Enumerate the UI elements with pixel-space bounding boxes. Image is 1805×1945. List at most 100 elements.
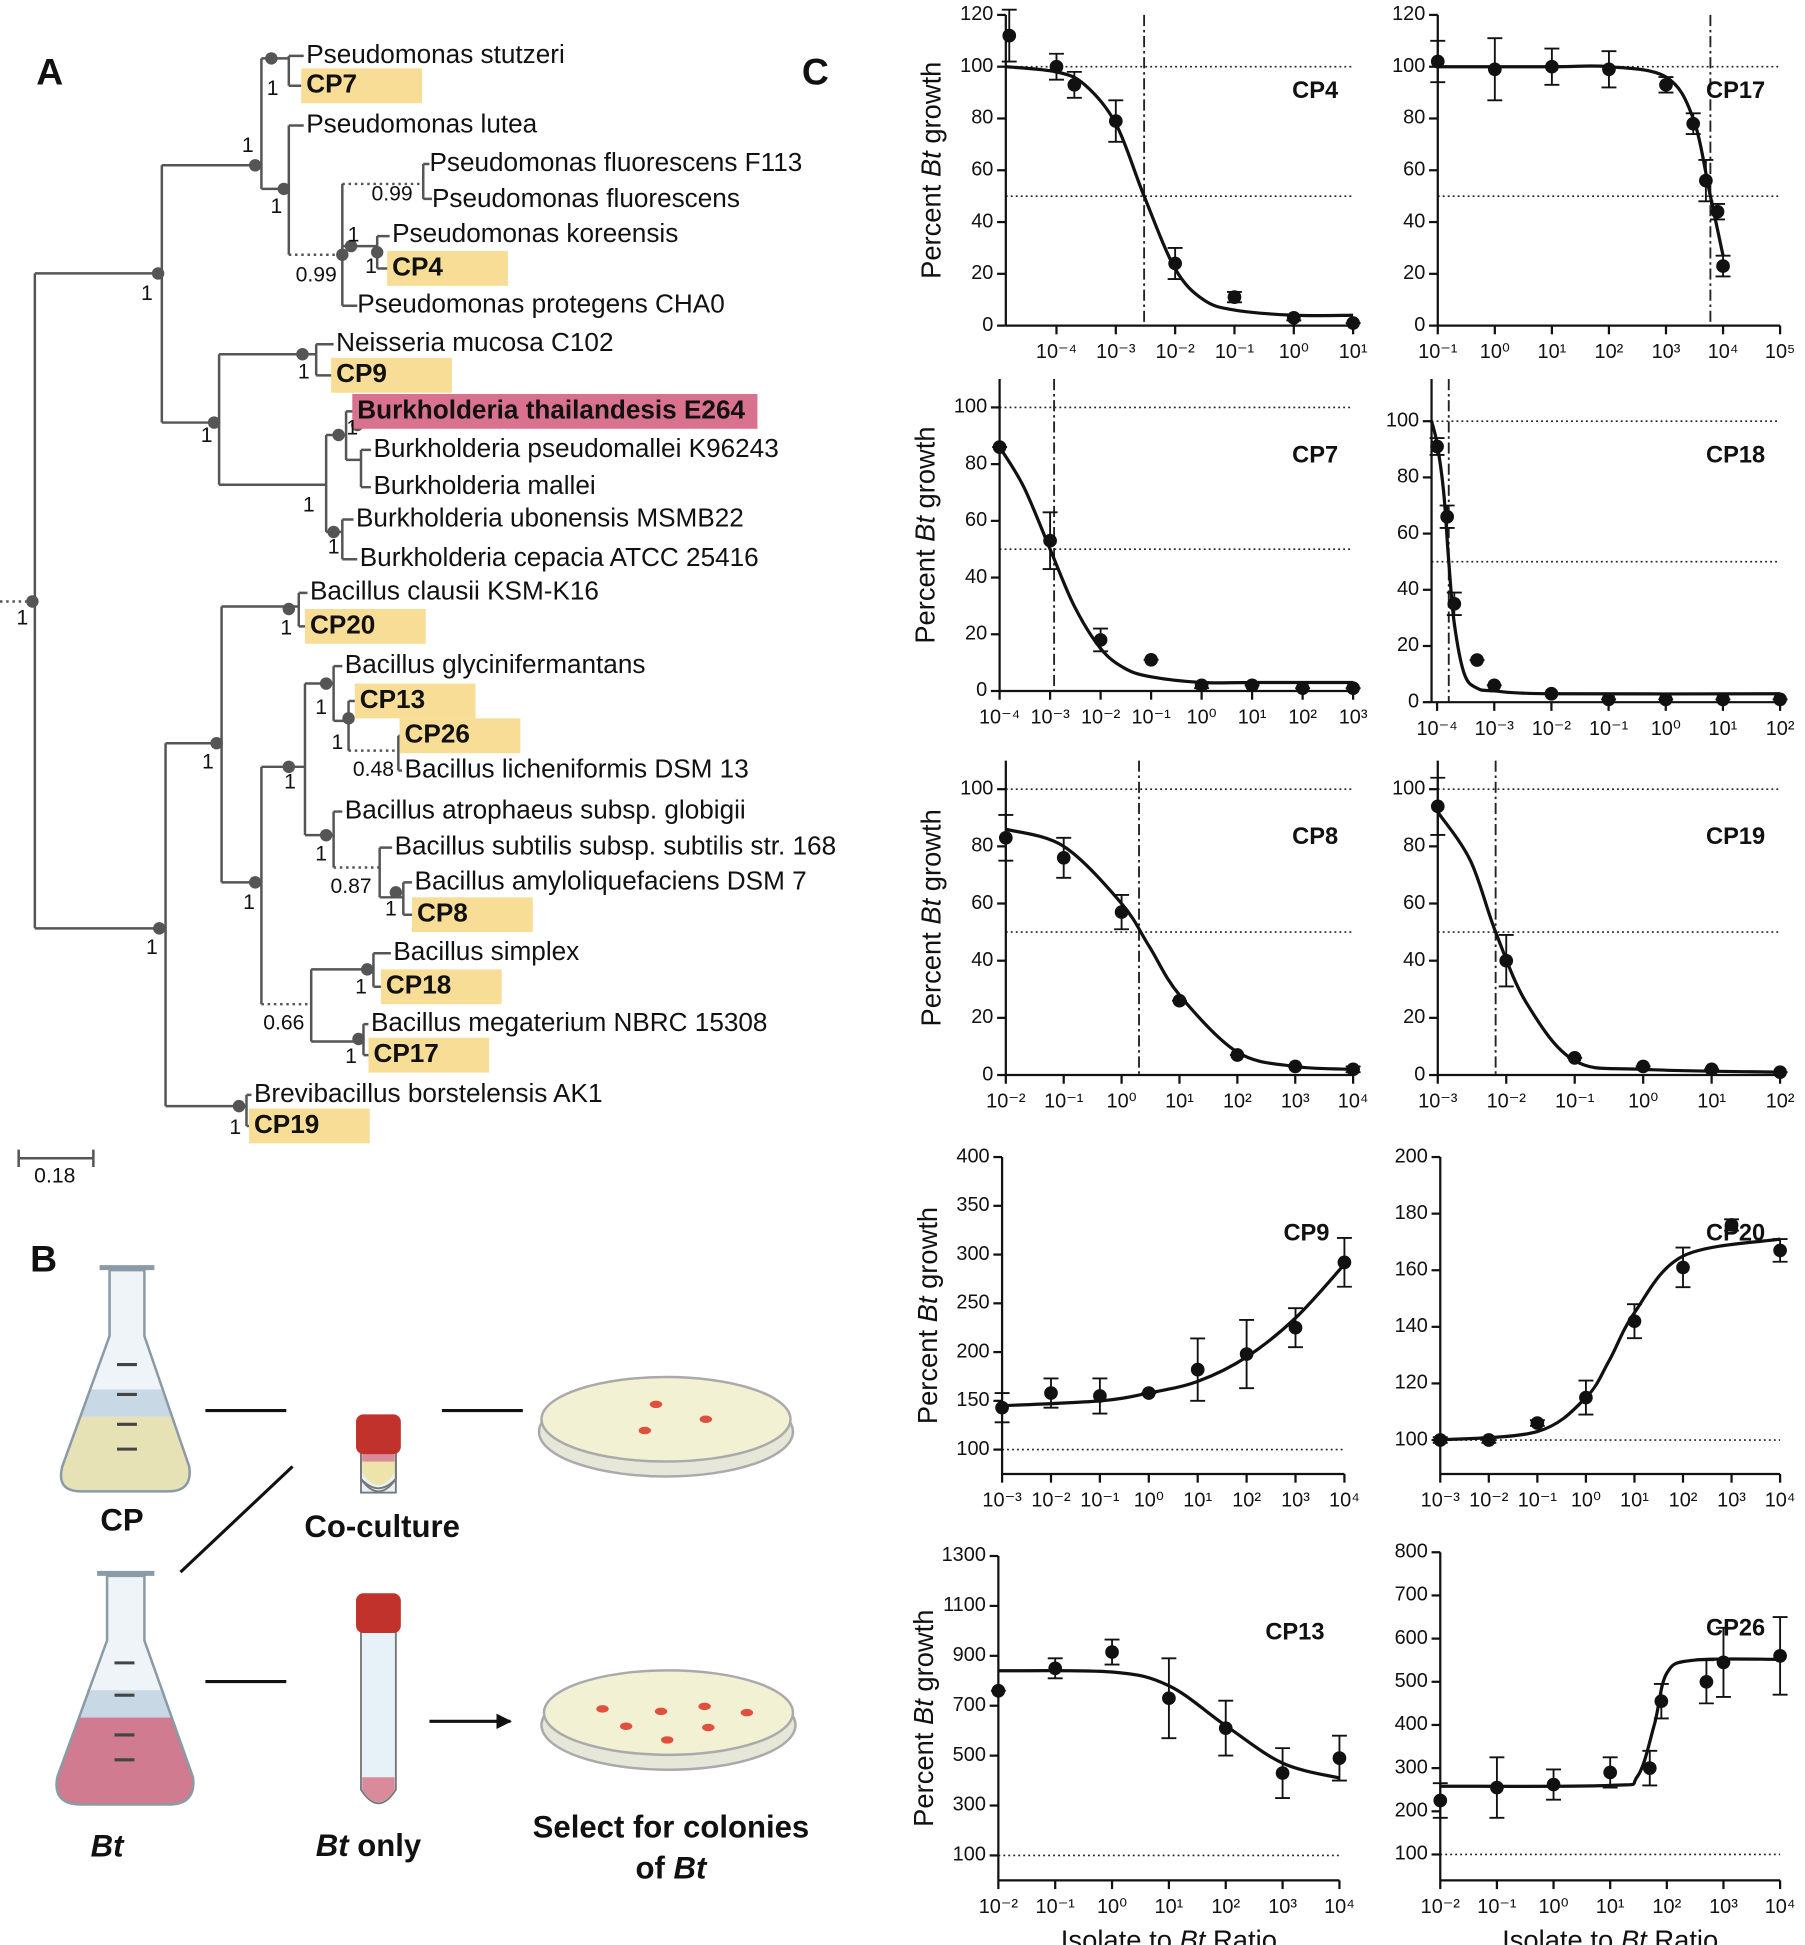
leaf-label: Burkholderia mallei <box>373 470 595 500</box>
axis-label-part: Percent <box>916 177 947 279</box>
y-tick-label: 40 <box>1403 210 1425 232</box>
y-tick-label: 100 <box>1395 1843 1428 1865</box>
x-tick-label: 10⁻³ <box>1421 1490 1461 1512</box>
y-tick-label: 20 <box>1403 1006 1425 1028</box>
highlight-box <box>399 718 521 754</box>
x-tick-label: 10⁻² <box>1487 1091 1527 1113</box>
label-part: Bt <box>316 1828 350 1863</box>
leaf-label: CP4 <box>392 251 443 281</box>
y-tick-label: 900 <box>953 1644 986 1666</box>
data-point <box>1218 1721 1233 1736</box>
data-point <box>1433 1793 1448 1808</box>
y-tick-label: 40 <box>1397 578 1419 600</box>
support-value: 1 <box>331 731 343 754</box>
chart-title: CP19 <box>1706 824 1765 850</box>
y-tick-label: 250 <box>956 1292 989 1314</box>
data-point <box>998 830 1013 845</box>
data-point <box>1773 692 1787 707</box>
support-value: 1 <box>328 536 340 559</box>
y-tick-label: 100 <box>960 55 993 77</box>
chart: 100 300 500 700 900 1100 1300 10⁻² 10⁻¹ 10⁰ 10¹ 10²… <box>908 1544 1354 1945</box>
data-point <box>1716 259 1730 273</box>
leaf-label: Pseudomonas fluorescens F113 <box>429 147 802 177</box>
x-tick-label: 10⁴ <box>1338 1091 1369 1113</box>
x-tick-label: 10² <box>1232 1490 1261 1512</box>
x-tick-label: 10³ <box>1281 1091 1310 1113</box>
data-point <box>1601 692 1616 707</box>
y-tick-label: 100 <box>1395 1428 1428 1450</box>
fit-curve <box>998 446 1354 685</box>
axis-label-part: Isolate to <box>1061 1925 1180 1945</box>
x-tick-label: 10³ <box>1652 341 1681 363</box>
leaf-label: Bacillus megaterium NBRC 15308 <box>371 1007 767 1037</box>
leaf-label: Burkholderia thailandesis E264 <box>357 394 745 424</box>
panel-label: C <box>802 50 829 92</box>
highlight-box <box>301 68 422 104</box>
support-value: 0.87 <box>330 875 371 898</box>
y-tick-label: 40 <box>1403 949 1425 971</box>
data-point <box>1295 681 1310 696</box>
data-point <box>1530 1416 1545 1430</box>
y-tick-label: 100 <box>960 777 993 799</box>
y-tick-label: 0 <box>1414 1063 1425 1085</box>
x-tick-label: 10³ <box>1717 1490 1746 1512</box>
y-tick-label: 400 <box>956 1145 989 1167</box>
y-tick-label: 500 <box>1395 1670 1428 1692</box>
x-tick-label: 10⁰ <box>1628 1091 1658 1113</box>
x-tick-label: 10¹ <box>1537 341 1566 363</box>
fit-curve <box>1436 811 1781 1074</box>
y-tick-label: 20 <box>971 262 993 284</box>
data-point <box>1716 1655 1731 1670</box>
data-point <box>1067 77 1082 92</box>
leaf-label: CP13 <box>360 684 425 714</box>
data-point <box>1194 678 1209 693</box>
y-tick-label: 20 <box>1397 634 1419 656</box>
support-value: 1 <box>284 771 296 794</box>
y-tick-label: 120 <box>960 3 993 25</box>
x-tick-label: 10⁻² <box>1421 1896 1461 1918</box>
leaf-label: CP17 <box>373 1038 438 1068</box>
x-tick-label: 10⁻¹ <box>1555 1091 1595 1113</box>
y-tick-label: 60 <box>971 892 993 914</box>
axis-label-part: growth <box>910 426 941 516</box>
chart-title: CP8 <box>1292 824 1338 850</box>
x-tick-label: 10⁻¹ <box>1418 341 1458 363</box>
support-value: 1 <box>303 493 315 516</box>
x-tick-label: 10⁻³ <box>1096 341 1136 363</box>
x-tick-label: 10⁰ <box>1097 1896 1127 1918</box>
x-tick-label: 10⁻³ <box>1418 1091 1458 1113</box>
x-tick-label: 10¹ <box>1620 1490 1649 1512</box>
chart: 0 20 40 60 80 100 10⁻⁴ 10⁻³ 10⁻² 10⁻¹ 10⁰ 10¹ 10² 10³… <box>910 379 1368 729</box>
axis-label: Isolate to Bt Ratio <box>1061 1925 1277 1945</box>
x-tick-label: 10³ <box>1709 1896 1738 1918</box>
x-tick-label: 10⁻³ <box>1475 718 1515 740</box>
highlight-box <box>304 608 426 644</box>
y-tick-label: 60 <box>971 159 993 181</box>
data-point <box>1487 62 1502 77</box>
data-point <box>1048 1661 1063 1676</box>
data-point <box>1288 1059 1303 1074</box>
data-point <box>1627 1314 1642 1329</box>
support-value: 1 <box>243 891 255 914</box>
data-point <box>1724 1218 1739 1232</box>
data-point <box>1686 116 1701 131</box>
panel-b-illustration <box>55 1265 797 1806</box>
data-point <box>1230 1048 1245 1062</box>
leaf-label: Bacillus glycinifermantans <box>345 649 646 679</box>
panel-label: A <box>36 50 63 92</box>
support-value: 1 <box>229 1116 241 1139</box>
data-point <box>1093 633 1108 647</box>
chart: 0 20 40 60 80 100 10⁻⁴ 10⁻³ 10⁻² 10⁻¹ 10⁰ 10¹ 10² CP1… <box>1386 379 1795 740</box>
y-tick-label: 200 <box>1395 1800 1428 1822</box>
x-tick-label: 10⁴ <box>1708 341 1739 363</box>
support-value: 1 <box>355 976 367 999</box>
x-tick-label: 10⁻⁴ <box>1416 718 1457 740</box>
leaf-label: CP8 <box>417 898 468 928</box>
data-point <box>1168 256 1182 271</box>
axis-label-part: growth <box>916 62 947 152</box>
data-point <box>1773 1243 1787 1258</box>
data-point <box>1337 1255 1352 1270</box>
charts: 0 20 40 60 80 100 120 10⁻⁴ 10⁻³ 10⁻² 10⁻¹ 10⁰ 10¹ CP4… <box>908 3 1795 1945</box>
x-tick-label: 10¹ <box>1709 718 1738 740</box>
x-tick-label: 10⁰ <box>1571 1490 1601 1512</box>
